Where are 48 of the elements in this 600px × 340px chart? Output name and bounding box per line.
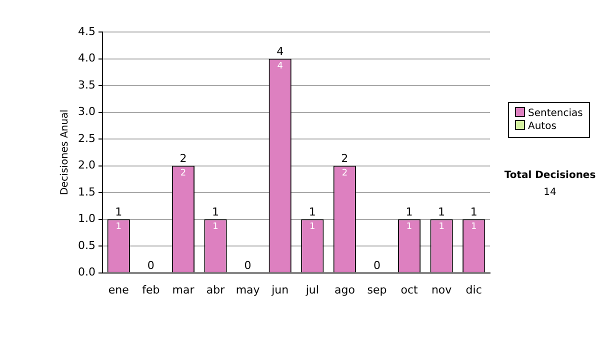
legend-label: Sentencias [527,107,583,120]
data-label: 2 [342,168,348,179]
y-tick-label: 2.5 [78,132,96,145]
x-tick-label: dic [466,283,482,296]
text: 14 [542,187,558,198]
total-label: 1 [438,206,446,219]
y-axis-title: Decisiones Anual [60,110,71,196]
x-tick-label: jun [270,283,289,296]
total-label: 1 [115,206,122,219]
total-label: 0 [373,259,380,272]
data-label: 1 [212,222,218,232]
total-label: 0 [147,259,154,272]
total-label: 1 [212,206,220,219]
total-label: 1 [470,206,478,219]
data-label: 1 [116,222,122,232]
data-label: 2 [180,168,186,179]
data-label: 1 [470,222,477,232]
total-label: 2 [341,152,348,166]
data-label: 1 [438,222,444,232]
total-label: 4 [276,45,284,58]
y-tick-label: 1.5 [78,185,96,198]
x-tick-label: oct [400,283,418,296]
total-label: 1 [406,206,413,219]
y-tick-label: 0.5 [78,238,96,252]
data-label: 1 [310,222,316,232]
data-label: 4 [277,62,284,72]
x-tick-label: ene [108,283,130,296]
x-tick-label: mar [172,283,195,296]
y-tick-label: 1.0 [78,212,96,226]
y-tick-label: 4.0 [78,52,96,65]
x-tick-label: jul [304,283,319,296]
x-tick-label: nov [431,283,452,296]
x-tick-label: abr [206,283,226,296]
x-tick-label: may [236,283,260,296]
y-tick-label: 4.5 [78,24,96,38]
text: Total Decisiones [503,170,597,181]
y-tick-label: 0.0 [78,266,96,279]
total-label: 1 [308,206,316,219]
total-label: 2 [180,152,187,166]
data-label: 1 [406,222,412,232]
x-tick-label: feb [142,283,160,296]
x-tick-label: ago [334,283,356,296]
y-tick-label: 2.0 [78,158,96,172]
x-tick-label: sep [367,283,387,296]
y-tick-label: 3.5 [78,78,96,92]
y-tick-label: 3.0 [78,105,96,118]
total-label: 0 [244,259,252,272]
legend-label: Autos [527,120,558,133]
